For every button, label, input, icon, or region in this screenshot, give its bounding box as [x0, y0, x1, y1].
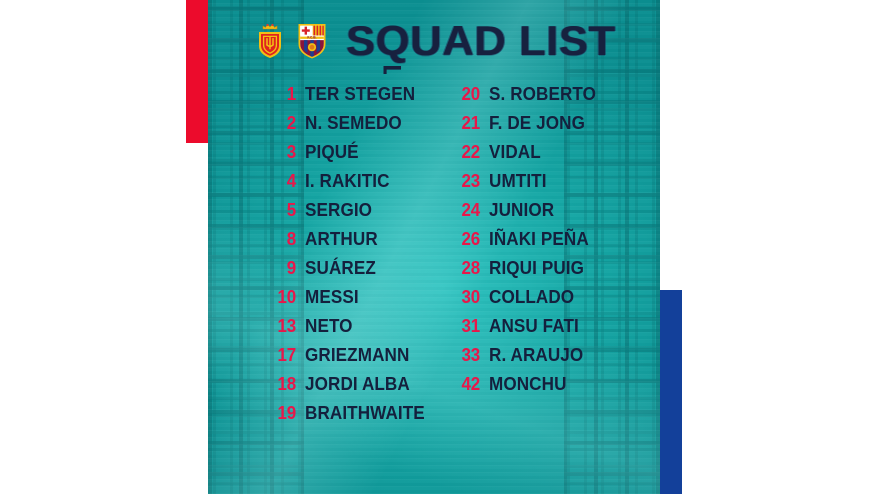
squad-list-poster: F.C.B. SQUAD LIST 1 TER STEGEN 2 N. SEMEDO	[208, 0, 660, 494]
poster-background	[208, 0, 660, 494]
player-name: I. RAKITIC	[305, 171, 390, 191]
poster-header: F.C.B. SQUAD LIST	[208, 10, 660, 72]
player-number: 28	[461, 258, 481, 278]
player-name: SUÁREZ	[305, 258, 376, 278]
player-name: COLLADO	[489, 287, 575, 307]
player-name: F. DE JONG	[489, 113, 585, 133]
player-row: 3 PIQUÉ	[270, 138, 408, 167]
player-row: 28 RIQUI PUIG	[454, 254, 660, 283]
player-row: 23 UMTITI	[454, 167, 660, 196]
squad-column-left: 1 TER STEGEN 2 N. SEMEDO 3 PIQUÉ 4 I. RAKITI…	[208, 80, 425, 428]
player-name: PIQUÉ	[305, 142, 359, 162]
player-number: 1	[286, 84, 296, 104]
player-number: 3	[286, 142, 296, 162]
player-row: 31 ANSU FATI	[454, 312, 660, 341]
accent-bar-red	[186, 0, 208, 143]
accent-bar-blue	[660, 290, 682, 494]
player-name: VIDAL	[489, 142, 541, 162]
player-name: ANSU FATI	[489, 316, 579, 336]
squad-list: 1 TER STEGEN 2 N. SEMEDO 3 PIQUÉ 4 I. RAKITI…	[208, 80, 660, 428]
player-number: 24	[461, 200, 481, 220]
player-number: 9	[286, 258, 296, 278]
player-name: RIQUI PUIG	[489, 258, 585, 278]
player-row: 33 R. ARAUJO	[454, 341, 660, 370]
player-name: R. ARAUJO	[489, 345, 584, 365]
player-row: 21 F. DE JONG	[454, 109, 660, 138]
player-number: 26	[461, 229, 481, 249]
player-row: 4 I. RAKITIC	[270, 167, 408, 196]
player-number: 13	[277, 316, 297, 336]
texture-streaks	[208, 0, 660, 494]
fc-barcelona-crest: F.C.B.	[298, 24, 326, 59]
player-row: 22 VIDAL	[454, 138, 660, 167]
squad-column-right: 20 S. ROBERTO 21 F. DE JONG 22 VIDAL 23 UMTI…	[408, 80, 660, 428]
player-row: 20 S. ROBERTO	[454, 80, 660, 109]
player-name: IÑAKI PEÑA	[489, 229, 589, 249]
player-name: ARTHUR	[305, 229, 378, 249]
player-row: 1 TER STEGEN	[270, 80, 415, 109]
svg-text:F.C.B.: F.C.B.	[307, 36, 316, 40]
player-number: 19	[277, 403, 297, 423]
player-name: S. ROBERTO	[489, 84, 597, 104]
player-number: 8	[286, 229, 296, 249]
player-name: MESSI	[305, 287, 359, 307]
player-name: N. SEMEDO	[305, 113, 402, 133]
player-name: GRIEZMANN	[305, 345, 410, 365]
player-name: NETO	[305, 316, 353, 336]
player-number: 5	[286, 200, 296, 220]
player-name: TER STEGEN	[305, 84, 416, 104]
player-row: 19 BRAITHWAITE	[270, 399, 425, 428]
page-title: SQUAD LIST	[346, 17, 616, 64]
player-number: 42	[461, 374, 481, 394]
player-row: 18 JORDI ALBA	[270, 370, 410, 399]
player-row: 24 JUNIOR	[454, 196, 660, 225]
player-number: 20	[461, 84, 481, 104]
player-row: 2 N. SEMEDO	[270, 109, 408, 138]
player-number: 18	[277, 374, 297, 394]
player-row: 30 COLLADO	[454, 283, 660, 312]
player-number: 2	[286, 113, 296, 133]
texture-maze-left	[208, 0, 304, 494]
player-number: 10	[277, 287, 297, 307]
player-row: 8 ARTHUR	[270, 225, 408, 254]
player-row: 9 SUÁREZ	[270, 254, 408, 283]
player-row: 10 MESSI	[270, 283, 408, 312]
player-row: 42 MONCHU	[454, 370, 660, 399]
player-number: 23	[461, 171, 481, 191]
player-name: JORDI ALBA	[305, 374, 410, 394]
player-name: JUNIOR	[489, 200, 555, 220]
rcd-mallorca-crest	[259, 23, 281, 58]
player-number: 31	[461, 316, 481, 336]
player-name: SERGIO	[305, 200, 373, 220]
player-name: UMTITI	[489, 171, 547, 191]
player-number: 33	[461, 345, 481, 365]
player-number: 17	[277, 345, 297, 365]
player-number: 21	[461, 113, 481, 133]
player-row: 26 IÑAKI PEÑA	[454, 225, 660, 254]
player-number: 4	[286, 171, 296, 191]
player-row: 13 NETO	[270, 312, 408, 341]
player-row: 17 GRIEZMANN	[270, 341, 410, 370]
player-row: 5 SERGIO	[270, 196, 408, 225]
player-number: 22	[461, 142, 481, 162]
player-name: BRAITHWAITE	[305, 403, 425, 423]
player-name: MONCHU	[489, 374, 567, 394]
player-number: 30	[461, 287, 481, 307]
